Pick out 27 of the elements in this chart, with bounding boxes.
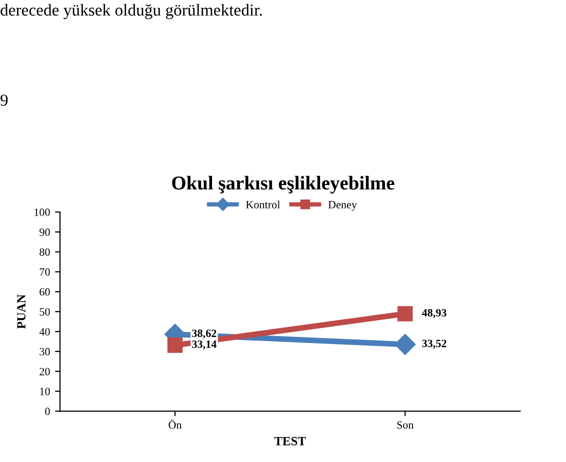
legend-label: Deney bbox=[328, 201, 357, 211]
text: derecede yüksek olduğu görülmektedir. bbox=[0, 4, 262, 20]
y-tick-label: 70 bbox=[40, 268, 50, 276]
data-label: 38,62 bbox=[192, 330, 216, 339]
text: 9 bbox=[0, 94, 8, 106]
chart-title: Okul şarkısı eşlikleyebilme bbox=[172, 176, 394, 194]
point bbox=[397, 306, 413, 322]
y-tick-label: 20 bbox=[40, 368, 50, 376]
y-tick-label: 80 bbox=[40, 248, 50, 256]
data-label: 48,93 bbox=[422, 309, 446, 318]
point bbox=[394, 334, 416, 355]
x-tick-label: Son bbox=[397, 421, 414, 429]
y-tick-label: 60 bbox=[40, 288, 50, 296]
y-tick-label: 100 bbox=[34, 208, 50, 216]
y-tick-label: 10 bbox=[40, 388, 50, 396]
data-label: 33,14 bbox=[192, 340, 216, 350]
y-tick-label: 40 bbox=[39, 328, 50, 336]
x-tick-label: Ön bbox=[168, 420, 182, 429]
y-tick-label: 30 bbox=[40, 348, 50, 356]
y-tick-label: 0 bbox=[45, 408, 50, 416]
x-axis-title: TEST bbox=[274, 436, 306, 446]
legend-label: Kontrol bbox=[246, 200, 280, 208]
y-axis-title: PUAN bbox=[17, 294, 26, 329]
point bbox=[167, 338, 183, 353]
data-label: 33,52 bbox=[422, 340, 446, 349]
y-tick-label: 90 bbox=[40, 228, 50, 236]
y-tick-label: 50 bbox=[40, 308, 50, 316]
